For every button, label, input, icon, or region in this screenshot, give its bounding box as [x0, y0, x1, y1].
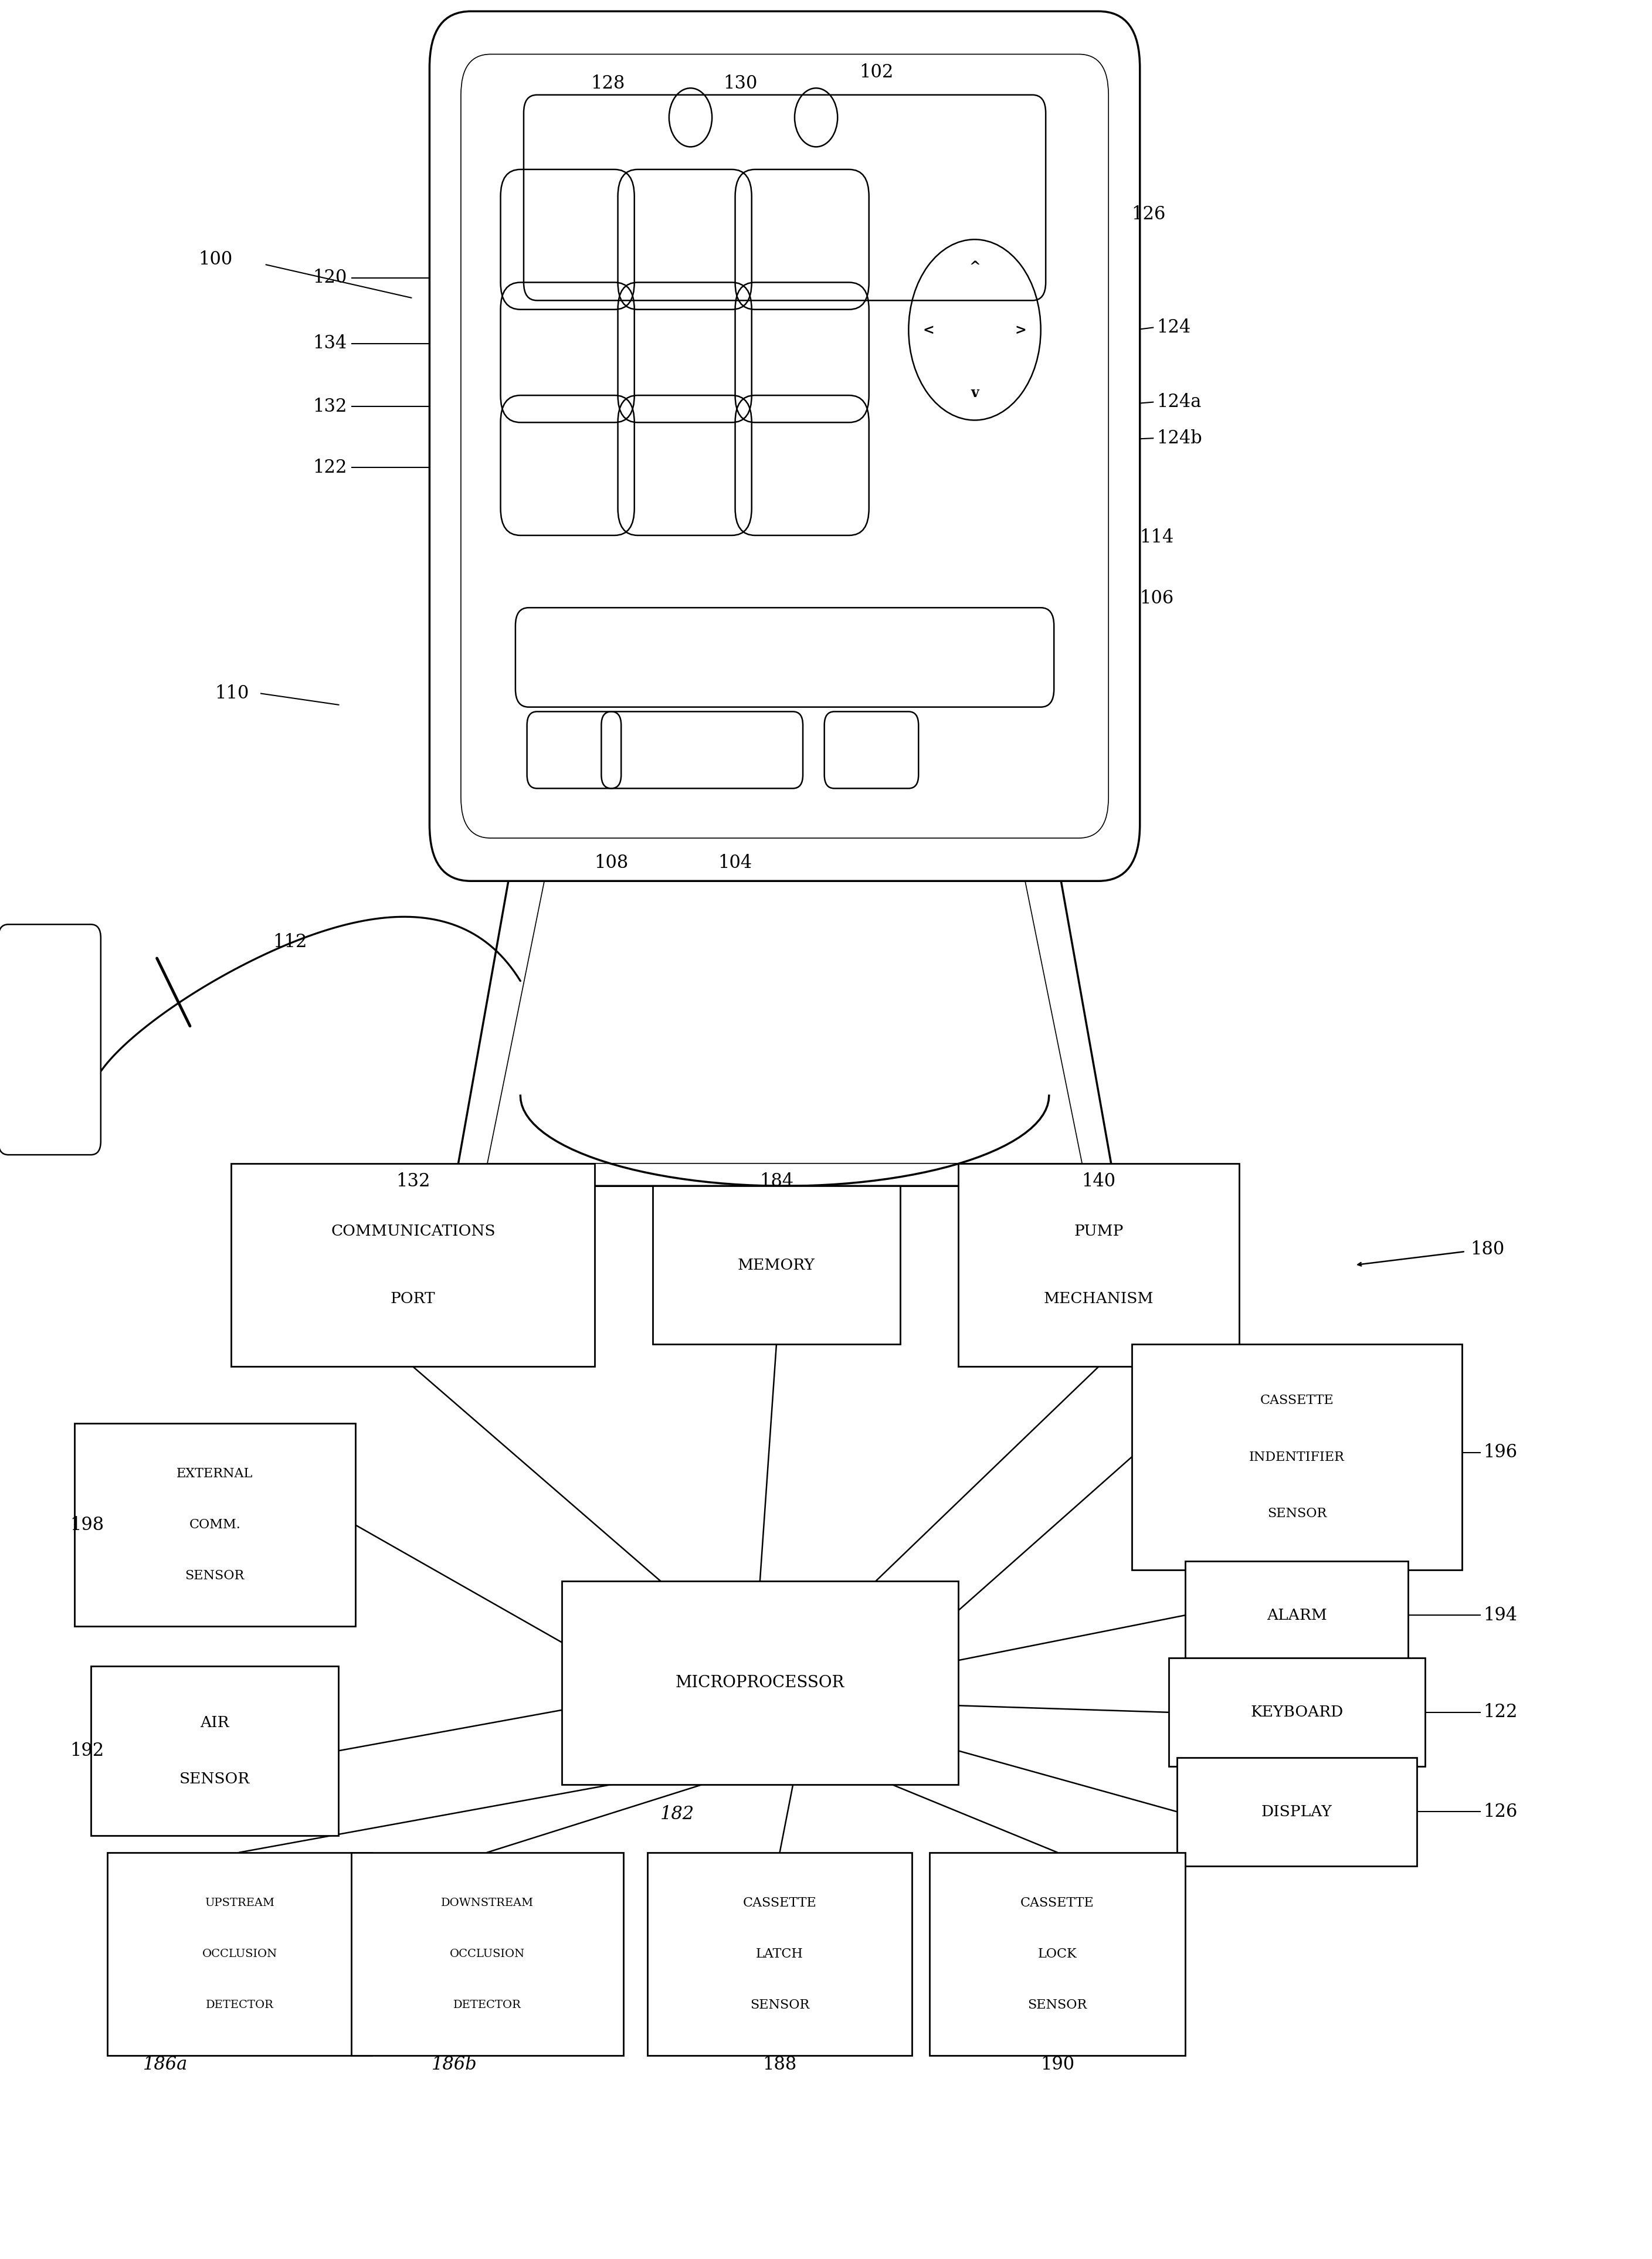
Text: 132: 132 — [396, 1172, 430, 1190]
Text: 140: 140 — [1082, 1172, 1115, 1190]
Text: OCCLUSION: OCCLUSION — [449, 1950, 525, 1959]
Text: SENSOR: SENSOR — [750, 1999, 809, 2011]
Text: 130: 130 — [724, 75, 757, 93]
Text: 110: 110 — [215, 684, 249, 703]
Bar — [1176, 1758, 1416, 1866]
Text: UPSTREAM: UPSTREAM — [205, 1898, 274, 1909]
Bar — [958, 1163, 1239, 1367]
Bar — [107, 1852, 372, 2056]
Text: 188: 188 — [763, 2056, 796, 2074]
Text: AIR: AIR — [200, 1715, 230, 1730]
Text: 180: 180 — [1470, 1240, 1505, 1258]
Bar — [928, 1852, 1186, 2056]
Text: 194: 194 — [1483, 1606, 1518, 1624]
Text: 108: 108 — [595, 854, 628, 872]
Text: 186b: 186b — [431, 2056, 477, 2074]
Text: 112: 112 — [273, 933, 307, 951]
Text: 134: 134 — [312, 334, 347, 352]
Bar — [74, 1423, 355, 1626]
Text: CASSETTE: CASSETTE — [1021, 1898, 1094, 1909]
Text: PORT: PORT — [390, 1292, 436, 1306]
Text: SENSOR: SENSOR — [185, 1570, 244, 1581]
Text: v: v — [971, 386, 978, 400]
Text: 126: 126 — [1132, 206, 1166, 224]
Bar — [648, 1852, 912, 2056]
Text: SENSOR: SENSOR — [180, 1771, 249, 1787]
Text: 196: 196 — [1483, 1444, 1518, 1462]
Text: INDENTIFIER: INDENTIFIER — [1249, 1450, 1345, 1464]
Text: 186a: 186a — [142, 2056, 188, 2074]
Bar — [562, 1581, 958, 1785]
Text: 124: 124 — [1156, 319, 1191, 337]
Text: COMM.: COMM. — [188, 1518, 241, 1532]
Text: COMMUNICATIONS: COMMUNICATIONS — [330, 1224, 496, 1238]
Text: DOWNSTREAM: DOWNSTREAM — [441, 1898, 534, 1909]
Text: 182: 182 — [661, 1805, 694, 1823]
Text: MECHANISM: MECHANISM — [1044, 1292, 1153, 1306]
FancyBboxPatch shape — [430, 11, 1140, 881]
Bar — [1132, 1344, 1462, 1570]
Text: ^: ^ — [968, 260, 981, 273]
Text: 128: 128 — [591, 75, 624, 93]
Text: 100: 100 — [198, 251, 233, 269]
Bar — [350, 1852, 624, 2056]
Text: 120: 120 — [312, 269, 347, 287]
Text: DISPLAY: DISPLAY — [1262, 1805, 1332, 1818]
Text: DETECTOR: DETECTOR — [453, 1999, 522, 2011]
Text: 198: 198 — [69, 1516, 104, 1534]
Text: 126: 126 — [1483, 1803, 1518, 1821]
Text: KEYBOARD: KEYBOARD — [1251, 1706, 1343, 1719]
Text: LOCK: LOCK — [1037, 1947, 1077, 1961]
Text: MICROPROCESSOR: MICROPROCESSOR — [676, 1674, 844, 1692]
Text: OCCLUSION: OCCLUSION — [202, 1950, 278, 1959]
Text: 106: 106 — [1140, 590, 1175, 608]
Text: >: > — [1014, 323, 1028, 337]
Text: 102: 102 — [859, 63, 894, 81]
FancyBboxPatch shape — [0, 924, 101, 1154]
Text: 114: 114 — [1140, 529, 1175, 547]
Text: LATCH: LATCH — [757, 1947, 803, 1961]
Text: 122: 122 — [1483, 1703, 1518, 1721]
Text: 104: 104 — [719, 854, 752, 872]
Text: <: < — [922, 323, 935, 337]
Text: EXTERNAL: EXTERNAL — [177, 1468, 253, 1480]
Text: MEMORY: MEMORY — [738, 1258, 814, 1272]
Bar — [231, 1163, 595, 1367]
Text: 124b: 124b — [1156, 429, 1203, 447]
Text: 132: 132 — [312, 398, 347, 416]
Text: 124a: 124a — [1156, 393, 1201, 411]
Text: 122: 122 — [312, 459, 347, 477]
Bar — [1170, 1658, 1426, 1767]
Bar — [91, 1665, 339, 1834]
Text: PUMP: PUMP — [1074, 1224, 1123, 1238]
Text: 184: 184 — [760, 1172, 793, 1190]
Text: 190: 190 — [1041, 2056, 1074, 2074]
Bar — [653, 1186, 900, 1344]
Text: CASSETTE: CASSETTE — [1260, 1394, 1333, 1407]
Bar — [1186, 1561, 1408, 1669]
Text: SENSOR: SENSOR — [1267, 1507, 1327, 1520]
Text: CASSETTE: CASSETTE — [743, 1898, 816, 1909]
Text: DETECTOR: DETECTOR — [205, 1999, 274, 2011]
Text: SENSOR: SENSOR — [1028, 1999, 1087, 2011]
Text: 192: 192 — [69, 1742, 104, 1760]
Text: ALARM: ALARM — [1267, 1608, 1327, 1622]
